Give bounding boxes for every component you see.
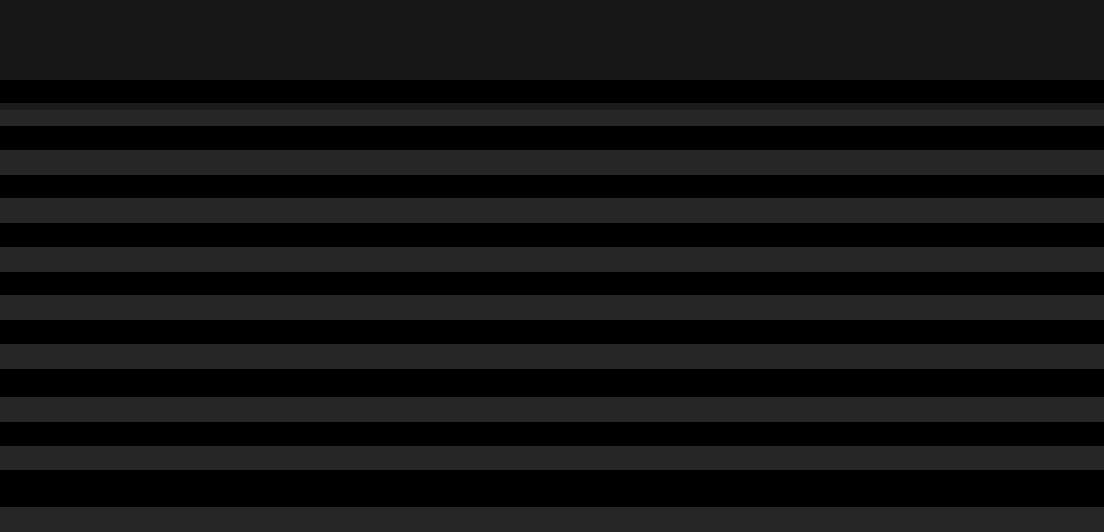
list-row [0,198,1104,223]
list-row [0,150,1104,175]
list-row [0,344,1104,369]
header-bar [0,0,1104,80]
list-row [0,446,1104,470]
list-row [0,397,1104,422]
list-row [0,110,1104,126]
divider [0,103,1104,110]
list-row [0,507,1104,532]
list-row [0,295,1104,320]
list-row [0,247,1104,272]
